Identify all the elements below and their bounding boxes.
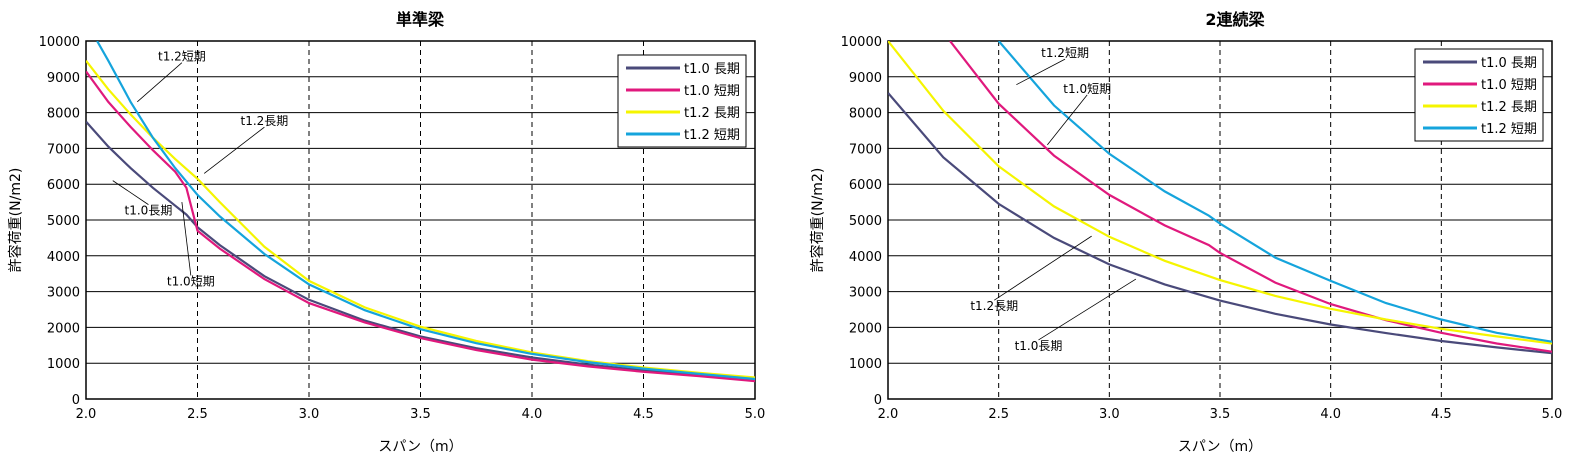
chart-panel-1: 単準梁 0 1000 2000 3000 4000 5000 6000 7000 8000 9000… — [7, 10, 765, 455]
y-tick-label: 6000 — [849, 178, 882, 193]
x-tick-label: 3.5 — [1210, 407, 1231, 422]
annotation-leader — [203, 126, 265, 174]
annotation-label: t1.2短期 — [158, 50, 206, 64]
legend: t1.0 長期 t1.0 短期 t1.2 長期 t1.2 短期 — [1414, 48, 1544, 142]
legend-label: t1.2 長期 — [684, 106, 740, 121]
annotation-label: t1.0長期 — [125, 204, 173, 218]
series-line-4 — [96, 41, 755, 381]
y-tick-label: 3000 — [849, 286, 882, 301]
y-tick-label: 5000 — [849, 214, 882, 229]
x-tick-label: 5.0 — [745, 407, 766, 422]
series-line-2 — [86, 70, 755, 383]
y-tick-label: 10000 — [39, 35, 80, 50]
x-axis-label: スパン（m） — [378, 439, 462, 455]
x-tick-label: 4.5 — [1431, 407, 1452, 422]
y-tick-label: 2000 — [47, 321, 80, 336]
y-tick-label: 8000 — [849, 107, 882, 122]
x-axis-label: スパン（m） — [1178, 439, 1262, 455]
x-tick-label: 4.0 — [1320, 407, 1341, 422]
x-tick-label: 2.5 — [988, 407, 1009, 422]
x-tick-label: 2.0 — [76, 407, 97, 422]
plot-frame — [887, 40, 1553, 400]
y-tick-label: 0 — [72, 393, 80, 408]
x-tick-label: 3.5 — [410, 407, 431, 422]
annotation-leader — [994, 235, 1092, 301]
series-line-1 — [888, 92, 1552, 355]
annotation-label: t1.2長期 — [241, 114, 289, 128]
annotation-label: t1.2短期 — [1041, 46, 1089, 60]
chart-title: 2連続梁 — [1205, 10, 1265, 29]
y-tick-label: 9000 — [849, 71, 882, 86]
y-tick-label: 7000 — [849, 142, 882, 157]
legend-label: t1.2 長期 — [1481, 100, 1537, 115]
y-tick-label: 2000 — [849, 321, 882, 336]
x-tick-label: 4.0 — [522, 407, 543, 422]
annotation-leader — [181, 202, 192, 276]
annotation-label: t1.0短期 — [1063, 82, 1111, 96]
y-tick-label: 7000 — [47, 142, 80, 157]
legend-label: t1.2 短期 — [684, 128, 740, 143]
y-tick-label: 3000 — [47, 286, 80, 301]
annotation-leader — [137, 62, 183, 103]
x-tick-label: 2.5 — [187, 407, 208, 422]
y-tick-label: 9000 — [47, 71, 80, 86]
x-tick-label: 3.0 — [1099, 407, 1120, 422]
legend-box — [617, 54, 747, 148]
x-tick-label: 4.5 — [633, 407, 654, 422]
y-tick-label: 0 — [874, 393, 882, 408]
plot-frame — [85, 40, 756, 400]
x-tick-label: 2.0 — [878, 407, 899, 422]
annotation-leader — [1038, 278, 1137, 341]
y-tick-label: 5000 — [47, 214, 80, 229]
legend-box — [1414, 48, 1544, 142]
y-tick-label: 1000 — [47, 357, 80, 372]
y-axis-label: 許容荷重(N/m2) — [809, 168, 826, 273]
legend-label: t1.0 短期 — [684, 84, 740, 99]
annotation-leader — [1016, 58, 1066, 86]
annotation-label: t1.0長期 — [1015, 339, 1063, 353]
x-tick-label: 5.0 — [1542, 407, 1563, 422]
y-tick-label: 4000 — [849, 250, 882, 265]
annotation-leader — [1047, 94, 1088, 146]
legend-label: t1.0 短期 — [1481, 78, 1537, 93]
y-tick-label: 8000 — [47, 107, 80, 122]
legend-label: t1.0 長期 — [684, 62, 740, 77]
y-tick-label: 1000 — [849, 357, 882, 372]
x-tick-label: 3.0 — [299, 407, 320, 422]
annotation-label: t1.2長期 — [970, 299, 1018, 313]
series-line-3 — [888, 41, 1552, 345]
annotation-leader — [112, 180, 149, 205]
y-axis-label: 許容荷重(N/m2) — [7, 168, 24, 273]
series-line-2 — [949, 41, 1552, 353]
legend-label: t1.2 短期 — [1481, 122, 1537, 137]
y-tick-label: 4000 — [47, 250, 80, 265]
y-tick-label: 10000 — [841, 35, 882, 50]
chart-panel-2: 2連続梁 0 1000 2000 3000 4000 5000 6000 7000 8000 900… — [809, 10, 1562, 455]
series-line-1 — [86, 120, 755, 381]
annotation-label: t1.0短期 — [167, 275, 215, 289]
series-line-4 — [997, 41, 1552, 343]
legend-label: t1.0 長期 — [1481, 56, 1537, 71]
legend: t1.0 長期 t1.0 短期 t1.2 長期 t1.2 短期 — [617, 54, 747, 148]
y-tick-label: 6000 — [47, 178, 80, 193]
chart-title: 単準梁 — [396, 10, 445, 29]
